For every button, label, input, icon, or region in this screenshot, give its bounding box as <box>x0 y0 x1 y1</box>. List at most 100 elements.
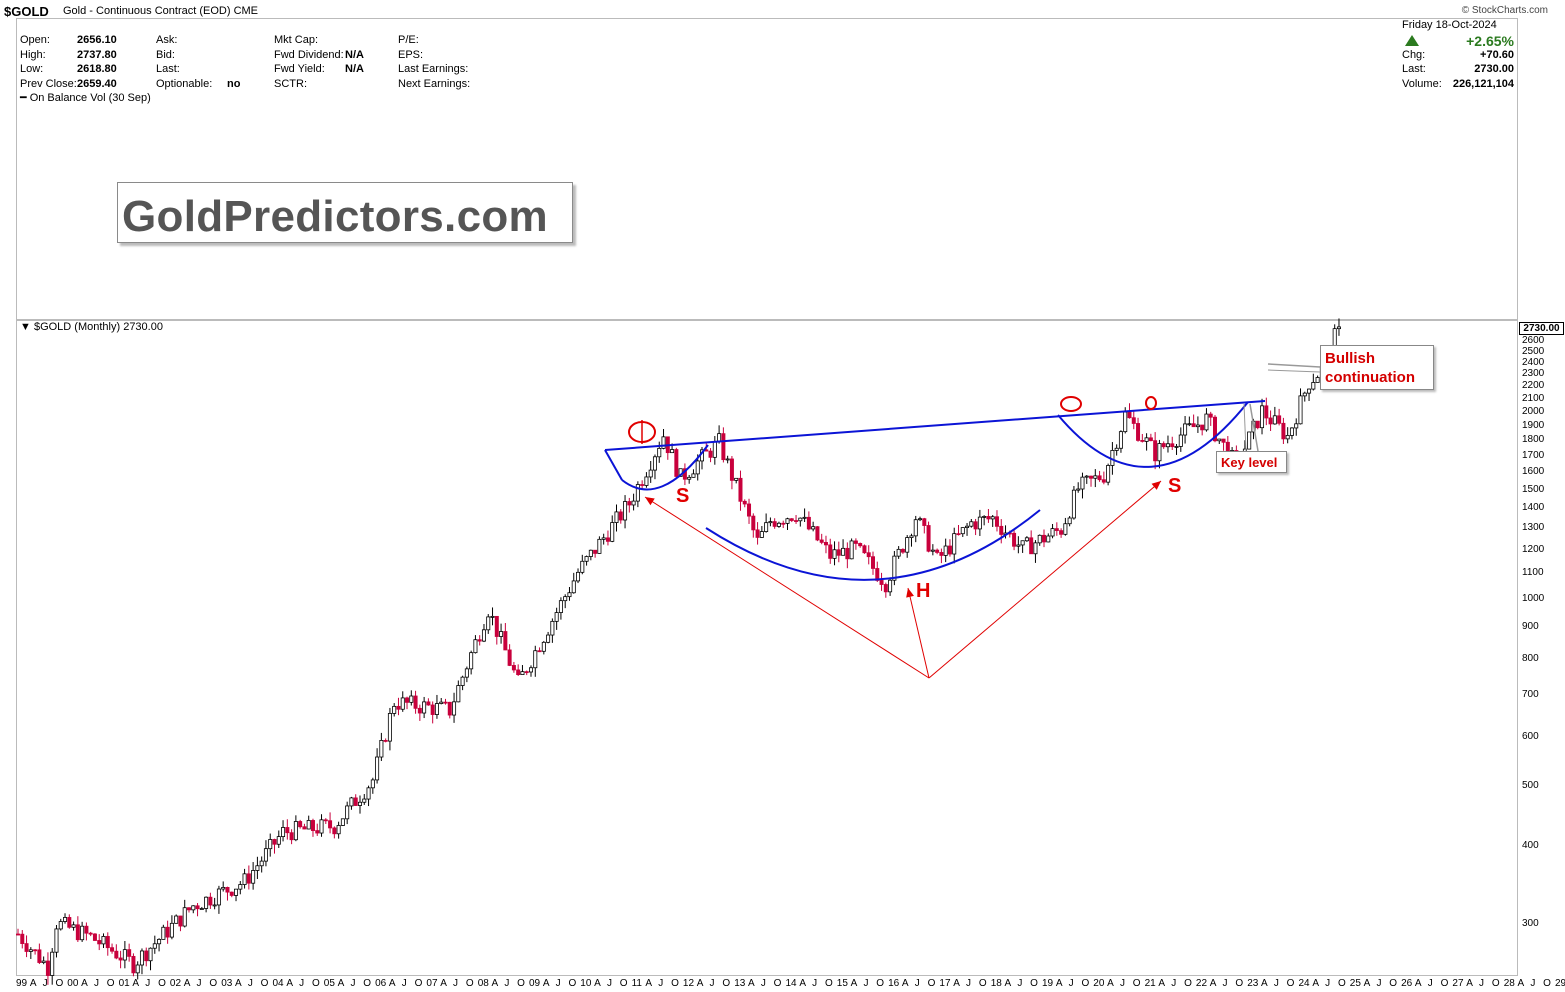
candle-body <box>1161 443 1166 448</box>
x-tick-label: J <box>1376 978 1382 989</box>
candle-body <box>1114 447 1119 451</box>
candle-body <box>973 521 978 530</box>
candle-body <box>1144 437 1149 442</box>
y-tick-label: 1700 <box>1522 449 1545 461</box>
candle-body <box>212 904 217 907</box>
candle-body <box>144 950 149 962</box>
candle-body <box>139 950 144 966</box>
y-tick-label: 1900 <box>1522 419 1545 431</box>
candle-body <box>1029 537 1034 555</box>
x-tick-label: 21 <box>1144 978 1156 989</box>
candle-body <box>289 832 294 841</box>
candle-body <box>101 936 106 945</box>
x-tick-label: A <box>132 978 140 989</box>
candle-body <box>186 907 191 911</box>
candle-body <box>738 477 743 502</box>
x-tick-label: A <box>1107 978 1114 989</box>
x-tick-label: O <box>55 978 64 989</box>
x-tick-label: J <box>606 978 612 989</box>
candle-body <box>747 503 752 517</box>
candle-body <box>879 580 884 585</box>
x-tick-label: 11 <box>631 978 642 989</box>
x-tick-label: J <box>1479 978 1485 989</box>
pattern-arrow-head <box>645 497 655 506</box>
x-tick-label: O <box>1491 978 1500 989</box>
stat-value: 226,121,104 <box>1452 77 1514 90</box>
candle-body <box>1264 405 1269 419</box>
candle-body <box>781 522 786 525</box>
x-tick-label: J <box>1171 978 1177 989</box>
candle-body <box>1157 443 1162 462</box>
y-tick-label: 2400 <box>1522 356 1545 368</box>
y-tick-label: 1500 <box>1522 483 1545 495</box>
candle-body <box>1311 382 1316 390</box>
candle-body <box>28 949 33 952</box>
candle-body <box>1170 443 1175 448</box>
candle-body <box>75 924 80 941</box>
candle-body <box>229 891 234 896</box>
candle-body <box>511 665 516 671</box>
x-tick-label: O <box>414 978 423 989</box>
candle-body <box>841 547 846 556</box>
candle-body <box>405 697 410 703</box>
candle-body <box>169 922 174 938</box>
candle-body <box>191 905 196 911</box>
candle-body <box>1106 465 1111 483</box>
stockcharts-credit[interactable]: © StockCharts.com <box>1461 5 1548 16</box>
x-tick-label: 13 <box>734 978 746 989</box>
candle-body <box>152 943 157 949</box>
candle-body <box>379 740 384 758</box>
stat-value: +70.60 <box>1480 48 1514 61</box>
candle-body <box>1042 534 1047 543</box>
x-tick-label: J <box>709 978 715 989</box>
candle-body <box>58 921 63 930</box>
candle-body <box>276 836 281 845</box>
x-tick-label: 04 <box>272 978 284 989</box>
stat-label: Mkt Cap: <box>274 34 319 46</box>
candle-body <box>92 933 97 941</box>
candle-body <box>494 615 499 637</box>
x-tick-label: 18 <box>990 978 1002 989</box>
candle-body <box>994 516 999 527</box>
x-tick-label: O <box>978 978 987 989</box>
candle-body <box>1012 532 1017 547</box>
candle-body <box>131 955 136 974</box>
candle-body <box>20 933 25 944</box>
candle-body <box>597 538 602 554</box>
stat-label: High: <box>20 48 46 61</box>
x-tick-label: A <box>491 978 499 989</box>
candle-body <box>1281 422 1286 440</box>
candle-body <box>755 529 760 538</box>
candle-body <box>789 518 794 521</box>
candle-body <box>1298 395 1303 425</box>
x-tick-label: O <box>1030 978 1038 989</box>
candle-body <box>751 515 756 531</box>
x-tick-label: O <box>517 978 525 989</box>
x-tick-label: A <box>1312 978 1319 989</box>
x-tick-label: A <box>901 978 909 989</box>
candle-body <box>913 519 918 537</box>
candle-body <box>1174 446 1179 448</box>
x-tick-label: 07 <box>426 978 438 989</box>
candle-body <box>1200 424 1205 431</box>
candle-body <box>986 516 991 520</box>
x-tick-label: O <box>1184 978 1192 989</box>
candle-body <box>302 826 307 830</box>
candle-body <box>340 818 345 826</box>
candle-body <box>1148 437 1153 442</box>
x-tick-label: J <box>145 978 151 989</box>
x-tick-label: J <box>863 978 869 989</box>
x-tick-label: O <box>1081 978 1090 989</box>
candle-body <box>1165 443 1170 448</box>
x-tick-label: J <box>42 978 48 989</box>
x-tick-label: O <box>1337 978 1346 989</box>
candle-body <box>417 707 422 714</box>
candle-body <box>135 964 140 974</box>
x-tick-label: O <box>619 978 628 989</box>
candle-body <box>725 458 730 461</box>
candle-body <box>836 549 841 556</box>
x-tick-label: O <box>671 978 679 989</box>
candle-body <box>1093 475 1098 479</box>
x-tick-label: J <box>555 978 561 989</box>
candle-body <box>605 537 610 542</box>
